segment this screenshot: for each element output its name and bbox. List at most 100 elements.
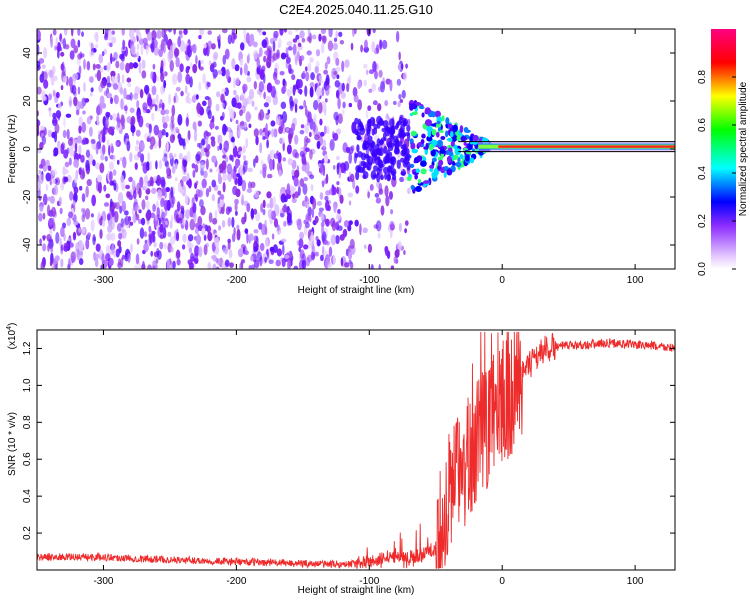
heat-cell (347, 192, 354, 198)
heat-cell (192, 63, 198, 74)
heat-cell (304, 85, 308, 97)
heat-cell (117, 192, 124, 204)
heat-cell (90, 138, 96, 144)
heat-cell (186, 150, 191, 163)
ytick-label: 1.2 (22, 341, 33, 355)
heat-cell (309, 235, 315, 247)
heat-cell (194, 227, 199, 235)
heat-cell (344, 262, 350, 268)
xtick-label: 0 (499, 275, 505, 286)
heat-cell (302, 183, 308, 195)
heat-cell (259, 142, 263, 154)
heat-cell (453, 154, 457, 161)
heat-cell (181, 218, 187, 226)
heat-cell (410, 184, 415, 190)
heat-cell (300, 55, 305, 61)
heat-cell (195, 55, 198, 65)
heat-cell (187, 178, 192, 189)
heat-cell (403, 147, 410, 156)
heat-cell (246, 188, 253, 193)
heat-cell (247, 167, 253, 173)
heat-cell (138, 61, 142, 74)
heat-cell (398, 222, 402, 232)
heat-cell (396, 78, 402, 86)
heat-cell (52, 90, 56, 97)
heat-cell (174, 92, 178, 98)
heat-cell (328, 29, 333, 38)
heat-cell (196, 233, 200, 244)
heat-cell (57, 49, 60, 59)
heat-cell (265, 123, 268, 133)
heat-cell (294, 169, 300, 179)
heat-cell (248, 88, 255, 100)
heat-cell (431, 171, 438, 179)
heat-cell (331, 220, 337, 232)
heat-cell (179, 40, 186, 52)
heat-cell (55, 91, 60, 99)
heat-cell (424, 119, 432, 127)
heat-cell (136, 99, 140, 109)
heat-cell (81, 193, 86, 203)
heat-cell (227, 217, 232, 227)
heat-cell (209, 168, 213, 173)
heat-cell (319, 192, 324, 200)
heat-cell (208, 60, 212, 66)
heat-cell (144, 132, 148, 140)
heat-cell (177, 36, 182, 48)
ytick-label: 20 (22, 95, 33, 107)
heat-cell (304, 66, 308, 72)
heat-cell (52, 29, 57, 36)
heat-cell (147, 264, 152, 269)
heat-cell (407, 118, 411, 126)
colorbar-gradient (711, 29, 736, 269)
heat-cell (430, 123, 438, 127)
heat-cell (99, 249, 103, 256)
heat-cell (126, 140, 131, 152)
heat-cell (78, 227, 82, 233)
heat-cell (107, 29, 112, 42)
heat-cell (105, 244, 111, 255)
heat-cell (77, 135, 82, 144)
heat-cell (406, 176, 412, 182)
heat-cell (276, 248, 283, 257)
heat-cell (137, 151, 142, 158)
heat-cell (120, 174, 125, 183)
heat-cell (78, 65, 82, 75)
heat-cell (189, 218, 196, 231)
heat-cell (396, 159, 401, 169)
colorbar-tick-label: 0.4 (697, 166, 708, 180)
heat-cell (282, 78, 286, 87)
heat-cell (427, 130, 432, 138)
heat-cell (307, 206, 312, 217)
heat-cell (60, 182, 65, 191)
colorbar-tick-label: 0.0 (697, 262, 708, 276)
heat-cell (75, 109, 80, 116)
heat-cell (142, 102, 148, 111)
heat-cell (123, 105, 128, 111)
heat-cell (380, 174, 384, 181)
heat-cell (183, 145, 187, 151)
heat-cell (61, 61, 65, 72)
heat-cell (293, 176, 299, 187)
heat-cell (169, 220, 173, 229)
heat-cell (320, 213, 325, 221)
heat-cell (130, 243, 133, 253)
heat-cell (67, 237, 71, 242)
heat-cell (120, 257, 124, 268)
heat-cell (456, 135, 462, 142)
heat-cell (263, 55, 267, 63)
heat-cell (324, 195, 329, 201)
heat-cell (77, 101, 83, 109)
heat-cell (263, 91, 266, 100)
heat-cell (94, 44, 99, 49)
heat-cell (397, 132, 403, 139)
heat-cell (43, 96, 47, 101)
heat-cell (413, 159, 418, 164)
heat-cell (286, 40, 293, 47)
heat-cell (169, 236, 176, 245)
heat-cell (282, 157, 286, 162)
heat-cell (224, 259, 230, 267)
heat-cell (125, 62, 131, 74)
heat-cell (58, 196, 62, 206)
heat-cell (357, 164, 362, 173)
